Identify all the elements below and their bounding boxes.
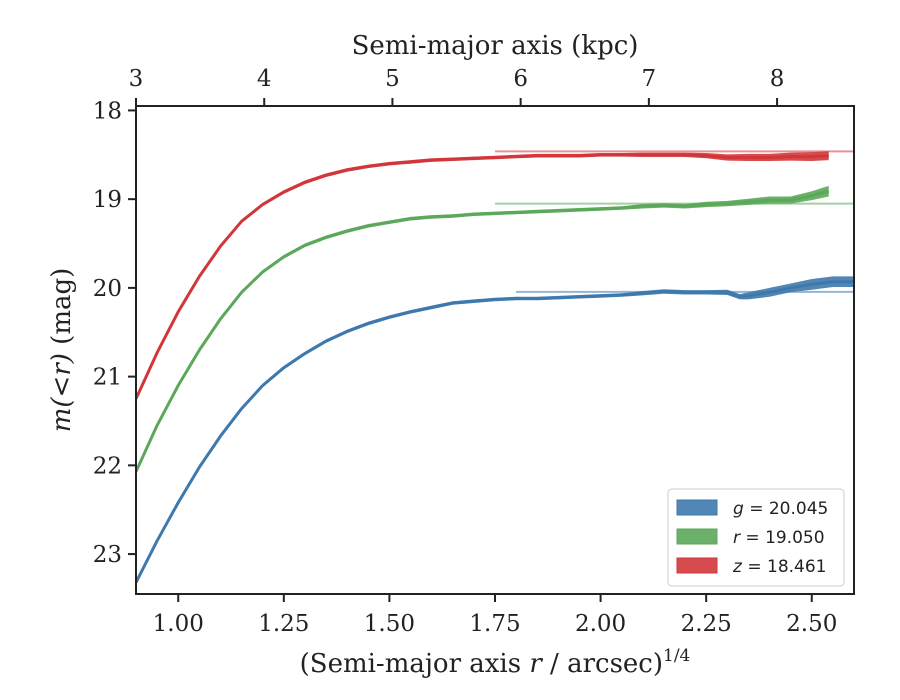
legend-swatch-g: [676, 499, 718, 516]
line-g: [136, 280, 854, 584]
y-tick-label: 22: [93, 453, 122, 479]
y-tick-label: 21: [93, 365, 122, 391]
legend-eq: =: [740, 528, 765, 548]
line-z: [136, 153, 829, 400]
x-tick-label: 2.25: [681, 611, 732, 637]
legend-label-z: z = 18.461: [732, 557, 826, 577]
top-tick-label: 8: [770, 66, 785, 92]
x-axis-title-exponent: 1/4: [663, 646, 690, 666]
legend-value: 18.461: [767, 557, 826, 577]
legend-var: g: [733, 499, 744, 519]
y-tick-label: 18: [93, 98, 122, 124]
legend: g = 20.045 r = 19.050 z = 18.461: [667, 488, 845, 587]
legend-swatch-z: [676, 557, 718, 574]
x-tick-label: 1.75: [469, 611, 520, 637]
x-tick-label: 2.50: [786, 611, 837, 637]
legend-swatch-r: [676, 528, 718, 545]
legend-eq: =: [742, 557, 767, 577]
y-tick-label: 20: [93, 276, 122, 302]
axis-ticks: 1.00 1.25 1.50 1.75 2.00 2.25 2.50 18 19 20 21 22 23…: [93, 66, 838, 637]
top-tick-label: 5: [385, 66, 400, 92]
legend-eq: =: [744, 499, 769, 519]
profile-lines: [136, 153, 854, 584]
line-r: [136, 189, 830, 473]
x-tick-label: 2.00: [575, 611, 626, 637]
legend-value: 20.045: [769, 499, 828, 519]
top-tick-label: 4: [257, 66, 272, 92]
top-tick-label: 6: [513, 66, 528, 92]
y-tick-label: 23: [93, 542, 122, 568]
x-axis-title: (Semi-major axis r / arcsec)1/4: [300, 646, 691, 679]
y-axis-title: m(<r) (mag): [47, 268, 77, 433]
y-tick-label: 19: [93, 187, 122, 213]
top-axis-title: Semi-major axis (kpc): [352, 31, 639, 61]
legend-value: 19.050: [765, 528, 824, 548]
y-axis-title-unit: (mag): [47, 268, 77, 353]
x-tick-label: 1.25: [258, 611, 309, 637]
legend-label-g: g = 20.045: [733, 499, 828, 519]
x-axis-title-pre: (Semi-major axis: [300, 649, 530, 679]
top-tick-label: 3: [129, 66, 144, 92]
top-tick-label: 7: [642, 66, 657, 92]
y-axis-title-math: m(<r): [47, 353, 77, 432]
x-axis-title-mid: / arcsec): [542, 649, 663, 679]
x-tick-label: 1.50: [364, 611, 415, 637]
legend-label-r: r = 19.050: [733, 528, 825, 548]
x-tick-label: 1.00: [153, 611, 204, 637]
legend-var: r: [733, 528, 741, 548]
x-axis-title-var: r: [529, 649, 543, 679]
legend-var: z: [732, 557, 743, 577]
